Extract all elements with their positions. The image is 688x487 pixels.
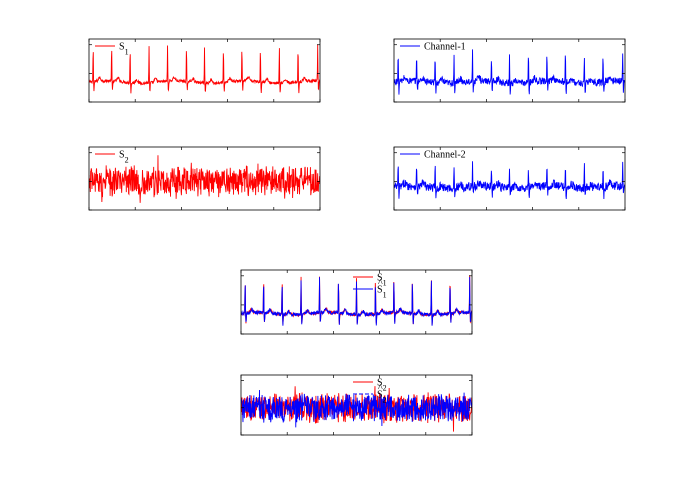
series-line-e-1: [241, 277, 472, 326]
legend-hat-mark: ^: [378, 278, 383, 289]
legend-hat-mark: ^: [378, 383, 383, 394]
panel-d: Channel-2: [393, 146, 626, 211]
legend-label: Channel-1: [424, 42, 466, 53]
legend-label: S2: [377, 378, 387, 393]
legend-entry: S2^: [353, 383, 387, 404]
legend-label: S2: [377, 390, 387, 405]
panel-b: S2: [88, 146, 321, 211]
plot-frame: [393, 146, 626, 211]
plot-frame: [88, 146, 321, 211]
series-line-b-0: [89, 155, 320, 203]
legend-entry: S2: [95, 150, 129, 165]
legend-label: Channel-2: [424, 150, 466, 161]
legend-label: S1: [377, 273, 387, 288]
legend-entry: S1: [95, 42, 129, 57]
plot-frame: [240, 269, 473, 335]
legend-entry: Channel-1: [400, 42, 466, 53]
plot-frame: [393, 38, 626, 103]
legend-entry: S2: [353, 378, 387, 393]
series-line-c-0: [394, 49, 625, 95]
series-line-a-0: [89, 44, 320, 94]
legend-label: S1: [377, 285, 387, 300]
legend-label: S2: [119, 150, 129, 165]
legend-entry: Channel-2: [400, 150, 466, 161]
legend-label: S1: [119, 42, 129, 57]
series-line-d-0: [394, 161, 625, 200]
panel-a: S1: [88, 38, 321, 103]
plot-frame: [88, 38, 321, 103]
series-line-f-1: [241, 389, 472, 428]
legend-entry: S1: [353, 273, 387, 288]
plot-frame: [240, 374, 473, 436]
legend-entry: S1^: [353, 278, 387, 299]
panel-c: Channel-1: [393, 38, 626, 103]
